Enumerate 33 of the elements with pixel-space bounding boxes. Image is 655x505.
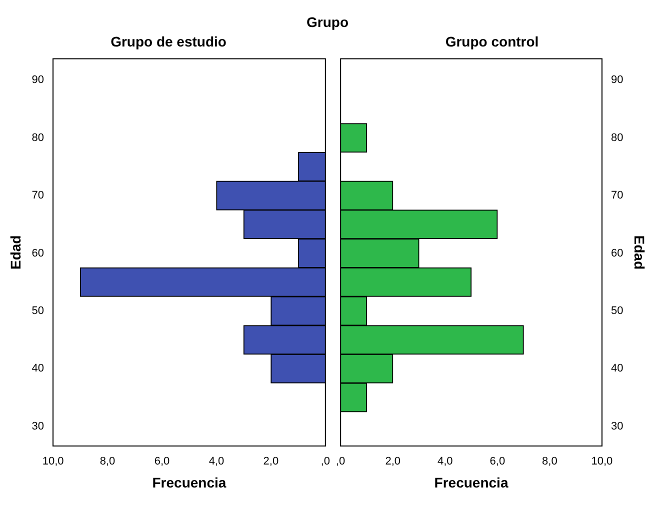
y-tick-label: 70 [610,190,624,202]
x-tick-label: 4,0 [437,456,453,468]
x-tick-label: ,0 [336,456,346,468]
y-axis-title: Edad [7,235,24,270]
y-tick-label: 80 [32,132,44,144]
chart-subtitle: Grupo de estudio [110,33,226,50]
y-tick-label: 30 [610,420,624,432]
x-tick-label: 4,0 [208,456,224,468]
y-tick-label: 90 [32,74,44,86]
x-tick-label: 2,0 [263,456,279,468]
y-tick-label: 50 [32,305,44,317]
y-tick-label: 60 [32,247,44,260]
x-tick-label: 6,0 [154,456,170,468]
x-tick-label: 2,0 [385,456,401,468]
y-tick-label: 60 [610,247,624,260]
x-tick-label: 10,0 [591,456,613,468]
x-axis-title: Frecuencia [434,474,508,490]
x-tick-label: 10,0 [42,456,64,468]
y-tick-label: 80 [610,132,624,144]
y-tick-label: 70 [32,190,44,202]
x-tick-label: 8,0 [542,456,558,468]
chart-title: Grupo [306,14,348,30]
y-axis-title: Edad [632,235,648,270]
y-tick-label: 40 [610,362,624,375]
chart-subtitle: Grupo control [445,33,539,50]
x-axis-title: Frecuencia [152,474,226,490]
y-tick-label: 40 [32,362,44,375]
y-tick-label: 90 [610,74,624,86]
x-tick-label: ,0 [320,456,330,468]
x-tick-label: 8,0 [100,456,116,468]
y-tick-label: 30 [32,420,44,432]
x-tick-label: 6,0 [490,456,506,468]
y-tick-label: 50 [610,305,624,317]
